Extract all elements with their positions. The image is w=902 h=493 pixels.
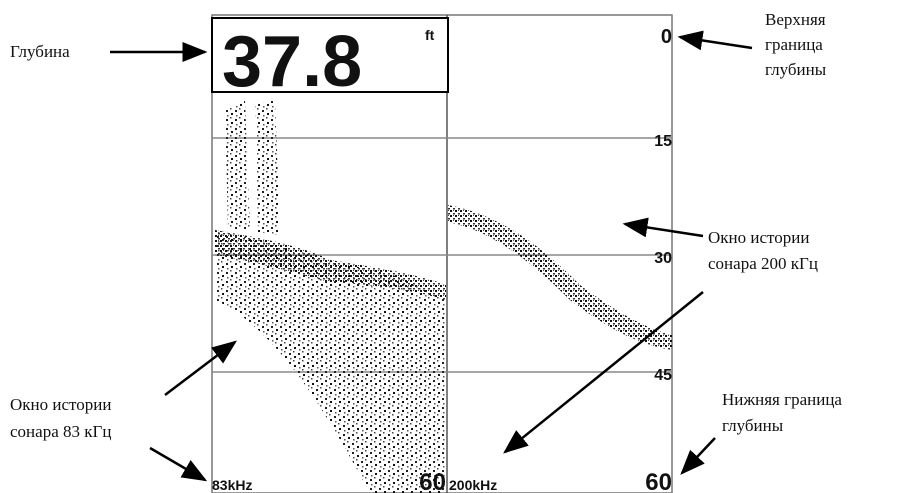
depth-unit: ft xyxy=(425,27,435,43)
annotation: Окно истории сонара 200 кГц xyxy=(708,228,818,273)
fish-arches xyxy=(225,100,280,235)
left-bottom-label: 60 xyxy=(419,469,446,493)
annotation: Глубина xyxy=(10,42,70,61)
sonar-screen: 37.8 ft 0 15 30 45 60 60 83kHz 200kHz xyxy=(211,14,673,493)
scale-label: 15 xyxy=(654,133,672,150)
scale-label: 60 xyxy=(645,469,672,493)
frequency-label: 83kHz xyxy=(212,477,252,493)
sonar-return-83 xyxy=(215,230,446,493)
scale-label: 45 xyxy=(654,367,672,384)
frequency-label: 200kHz xyxy=(449,477,497,493)
bottom-200 xyxy=(448,205,672,350)
depth-box xyxy=(211,17,449,93)
annotations: Глубина Верхняя граница глубины Окно ист… xyxy=(10,10,846,482)
annotation: Нижняя граница глубины xyxy=(722,390,846,435)
annotation: Верхняя граница глубины xyxy=(765,10,830,79)
depth-value: 37.8 xyxy=(222,22,362,102)
annotation: Окно истории сонара 83 кГц xyxy=(10,395,116,441)
scale-label: 30 xyxy=(654,250,672,267)
bottom-83 xyxy=(215,230,446,300)
scale-label: 0 xyxy=(661,26,672,48)
